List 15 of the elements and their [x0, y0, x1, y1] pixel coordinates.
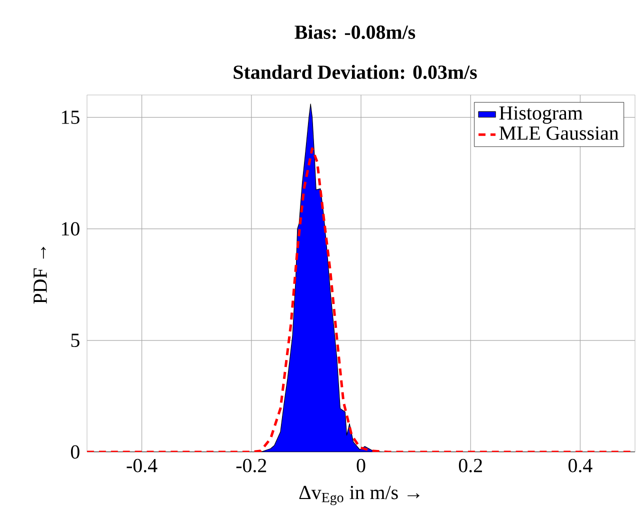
x-tick-label: 0 — [356, 458, 366, 472]
y-tick-label: 0 — [70, 445, 80, 459]
y-axis-title: PDF → — [34, 246, 47, 304]
x-tick-label: 0.2 — [458, 458, 482, 472]
y-tick-label: 10 — [62, 222, 80, 236]
y-tick-label: 5 — [71, 334, 80, 348]
x-tick-label: 0.4 — [568, 458, 592, 472]
chart-title: Bias: -0.08m/s — [294, 24, 416, 40]
x-tick-label: -0.4 — [126, 458, 158, 472]
x-tick-label: -0.2 — [236, 458, 266, 472]
legend-label: Histogram — [499, 106, 583, 124]
y-tick-label: 15 — [62, 110, 80, 124]
legend-label: MLE Gaussian — [499, 126, 619, 140]
chart-subtitle: Standard Deviation: 0.03m/s — [234, 64, 477, 80]
x-axis-title: Δv$_{Ego}$ in m/s → — [299, 486, 420, 506]
